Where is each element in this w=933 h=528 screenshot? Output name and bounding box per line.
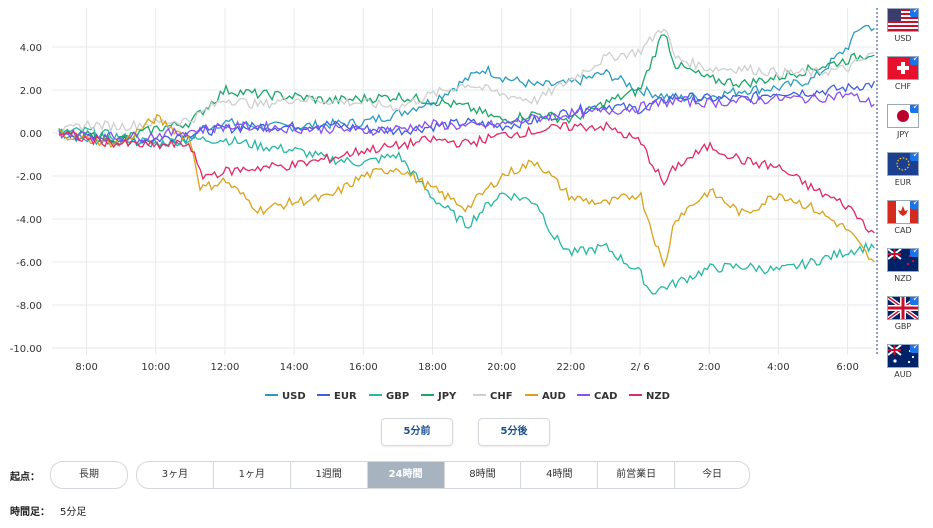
y-tick-label: -8.00: [16, 301, 42, 312]
y-tick-label: -4.00: [16, 215, 42, 226]
flag-jpy-toggle[interactable]: ✓ JPY: [887, 104, 919, 139]
y-tick-label: 2.00: [20, 86, 42, 97]
check-icon: ✓: [910, 57, 918, 65]
flag-code: EUR: [894, 178, 912, 187]
legend-label-eur[interactable]: EUR: [334, 391, 357, 402]
uk-flag-icon: ✓: [887, 296, 919, 320]
flag-chf-toggle[interactable]: ✓ CHF: [887, 56, 919, 91]
check-icon: ✓: [910, 105, 918, 113]
start-point-label: 起点：: [10, 472, 40, 483]
flag-code: NZD: [894, 274, 912, 283]
period-24h-button[interactable]: 24時間: [367, 462, 445, 488]
legend-label-gbp[interactable]: GBP: [386, 391, 409, 402]
y-tick-label: -10.00: [10, 344, 42, 355]
currency-strength-chart: 4.00 2.00 0.00 -2.00 -4.00 -6.00 -8.00 -10.00 8…: [10, 8, 878, 402]
x-tick-label: 12:00: [211, 362, 240, 373]
series-line-gbp: [58, 126, 875, 295]
x-tick-label: 2:00: [698, 362, 720, 373]
flag-aud-toggle[interactable]: ✓ AUD: [887, 344, 919, 379]
period-selector: 3ヶ月 1ヶ月 1週間 24時間 8時間 4時間 前営業日 今日: [136, 461, 750, 489]
period-4h-button[interactable]: 4時間: [521, 462, 599, 488]
period-prev-business-day-button[interactable]: 前営業日: [598, 462, 676, 488]
x-tick-label: 6:00: [836, 362, 858, 373]
series-line-chf: [58, 28, 875, 137]
legend-label-aud[interactable]: AUD: [542, 391, 566, 402]
flag-code: AUD: [894, 370, 912, 379]
x-tick-label: 16:00: [349, 362, 378, 373]
long-term-button[interactable]: 長期: [50, 461, 128, 489]
series-line-aud: [58, 113, 875, 269]
series-line-cad: [58, 91, 875, 143]
x-tick-label: 8:00: [75, 362, 97, 373]
x-tick-label: 18:00: [418, 362, 447, 373]
next-5min-button[interactable]: 5分後: [478, 418, 550, 446]
legend-label-nzd[interactable]: NZD: [646, 391, 670, 402]
australia-flag-icon: ✓: [887, 344, 919, 368]
flag-nzd-toggle[interactable]: ✓ NZD: [887, 248, 919, 283]
check-icon: ✓: [910, 153, 918, 161]
legend-label-cad[interactable]: CAD: [594, 391, 617, 402]
period-8h-button[interactable]: 8時間: [445, 462, 522, 488]
y-tick-label: -6.00: [16, 258, 42, 269]
new-zealand-flag-icon: ✓: [887, 248, 919, 272]
flag-gbp-toggle[interactable]: ✓ GBP: [887, 296, 919, 331]
series-line-jpy: [58, 34, 875, 144]
flag-usd-toggle[interactable]: ✓ USD: [887, 8, 919, 43]
check-icon: ✓: [910, 249, 918, 257]
swiss-flag-icon: ✓: [887, 56, 919, 80]
x-tick-label: 2/ 6: [630, 362, 649, 373]
flag-cad-toggle[interactable]: ✓ CAD: [887, 200, 919, 235]
legend-label-jpy[interactable]: JPY: [437, 391, 457, 402]
flag-eur-toggle[interactable]: ✓ EUR: [887, 152, 919, 187]
x-tick-label: 22:00: [556, 362, 585, 373]
series-line-nzd: [58, 121, 875, 234]
check-icon: ✓: [910, 9, 918, 17]
y-tick-label: 4.00: [20, 43, 42, 54]
period-3m-button[interactable]: 3ヶ月: [137, 462, 214, 488]
series-line-eur: [58, 80, 875, 145]
period-1w-button[interactable]: 1週間: [291, 462, 368, 488]
y-tick-label: -2.00: [16, 172, 42, 183]
x-tick-label: 14:00: [280, 362, 309, 373]
flag-code: CHF: [894, 82, 912, 91]
flag-code: USD: [894, 34, 912, 43]
check-icon: ✓: [910, 297, 918, 305]
flag-code: GBP: [894, 322, 912, 331]
timeframe-label: 時間足：: [10, 507, 50, 518]
canada-flag-icon: ✓: [887, 200, 919, 224]
prev-5min-button[interactable]: 5分前: [381, 418, 453, 446]
x-tick-label: 10:00: [141, 362, 170, 373]
x-tick-label: 20:00: [487, 362, 516, 373]
eu-flag-icon: ✓: [887, 152, 919, 176]
period-1m-button[interactable]: 1ヶ月: [214, 462, 291, 488]
flag-code: CAD: [894, 226, 912, 235]
check-icon: ✓: [910, 345, 918, 353]
usa-flag-icon: ✓: [887, 8, 919, 32]
legend-label-chf[interactable]: CHF: [490, 391, 513, 402]
legend-label-usd[interactable]: USD: [282, 391, 306, 402]
flag-code: JPY: [897, 130, 909, 139]
check-icon: ✓: [910, 201, 918, 209]
y-tick-label: 0.00: [20, 129, 42, 140]
x-tick-label: 4:00: [767, 362, 789, 373]
japan-flag-icon: ✓: [887, 104, 919, 128]
timeframe-value: 5分足: [60, 507, 87, 518]
period-today-button[interactable]: 今日: [702, 469, 723, 480]
